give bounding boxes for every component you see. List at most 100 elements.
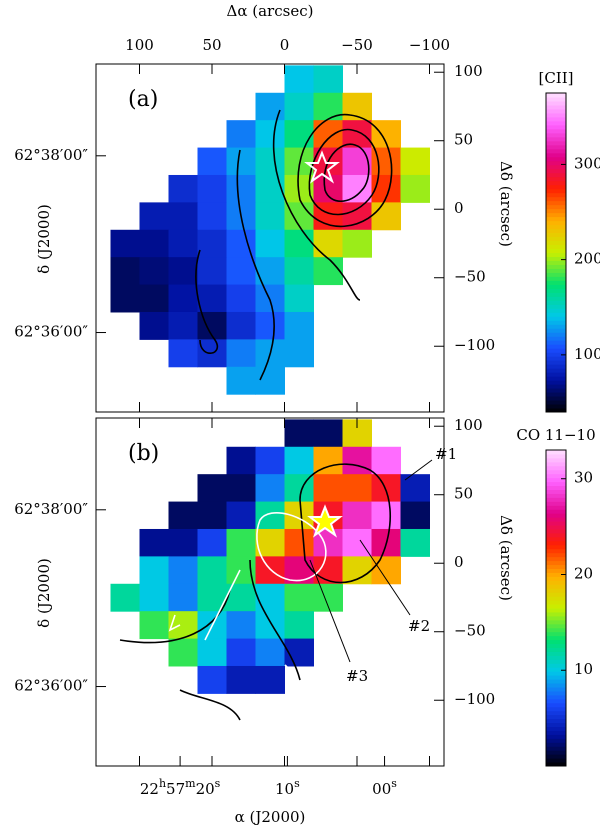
pointer [359,539,411,616]
pixel [371,202,401,231]
ra-tick-part: m [185,777,196,790]
colorbar-step [546,639,566,645]
pixel [139,311,169,340]
dec-tick-label: 62°36′00″ [14,677,88,695]
colorbar-title: [CII] [538,69,573,87]
pixel [255,583,285,612]
colorbar-step [546,140,566,146]
ra-tick-part: s [294,777,300,790]
pixel [313,419,343,448]
colorbar-step [546,276,566,281]
colorbar-step [546,288,566,293]
pixel [226,257,256,286]
colorbar-step [546,232,566,238]
pixel [255,284,285,313]
pixel [313,174,343,203]
y-axis-title: Δδ (arcsec) [497,515,515,601]
colorbar-step [546,156,566,162]
panel-label: (b) [128,441,159,466]
colorbar-step [546,457,566,463]
colorbar-step [546,450,566,455]
colorbar-tick-label: 200 [574,250,600,268]
colorbar-step [546,164,566,170]
star [307,504,343,538]
pixel [371,446,401,475]
colorbar-step [546,100,566,106]
colorbar-step [546,588,566,593]
pixel [284,446,314,475]
colorbar-step [546,548,566,554]
pixel [197,257,227,286]
panel-label: (a) [128,87,158,112]
colorbar-step [546,236,566,242]
x-axis-title: Δα (arcsec) [227,2,314,20]
pixel [139,556,169,585]
colorbar-step [546,240,566,246]
pixel [197,665,227,694]
ra-tick-label: 00s [372,777,397,799]
annotation: #2 [408,617,430,635]
colorbar-tick-label: 100 [574,345,600,363]
colorbar-step [546,212,566,218]
dec-tick-label: 62°38′00″ [14,500,88,518]
contour [308,128,380,216]
pixel [168,257,198,286]
y-tick-label: 100 [454,416,483,434]
pixel [255,229,285,258]
colorbar-step [546,485,566,490]
colorbar-step [546,497,566,502]
colorbar-step [546,204,566,210]
pixel [110,257,140,286]
colorbar-step [546,272,566,277]
pixel [284,257,314,286]
colorbar-step [546,461,566,467]
colorbar-frame [545,449,567,767]
colorbar-step [546,96,566,102]
colorbar-step [546,663,566,668]
y-tick-label: −50 [454,622,486,640]
colorbar-step [546,698,566,704]
left-axis-title: δ (J2000) [35,558,53,628]
colorbar-step [546,348,566,353]
pixel [110,583,140,612]
colorbar-step [546,220,566,226]
pixel [342,474,372,503]
pixel [139,202,169,231]
colorbar-tick-label: 20 [574,564,593,582]
pixel [226,120,256,149]
colorbar-step [546,216,566,222]
y-tick-label: −100 [454,336,495,354]
pixel [226,147,256,176]
colorbar-step [546,328,566,333]
y-axis-title: Δδ (arcsec) [497,161,515,247]
colorbar-step [546,615,566,621]
pixel [255,665,285,694]
colorbar-step [546,108,566,114]
colorbar-step [546,473,566,479]
ra-tick-part: 00 [372,780,391,798]
pixel [197,638,227,667]
pixel [226,446,256,475]
colorbar-step [546,184,566,190]
colorbar-step [546,536,566,542]
pixel [168,556,198,585]
pixel [197,229,227,258]
contour [297,113,393,228]
x-tick-label: −100 [409,36,450,54]
pixel [226,665,256,694]
ra-tick-part: 57 [166,780,185,798]
contour [272,109,361,301]
colorbar-step [546,400,566,405]
colorbar-step [546,124,566,130]
colorbar-step [546,384,566,389]
colorbar-step [546,509,566,514]
colorbar-step [546,718,566,724]
colorbar-step [546,762,566,767]
pixel [313,474,343,503]
pixel [284,611,314,640]
contour [299,463,392,584]
ra-tick-label: 10s [275,777,300,799]
pixel [168,174,198,203]
colorbar-step [546,592,566,597]
pixel [226,611,256,640]
